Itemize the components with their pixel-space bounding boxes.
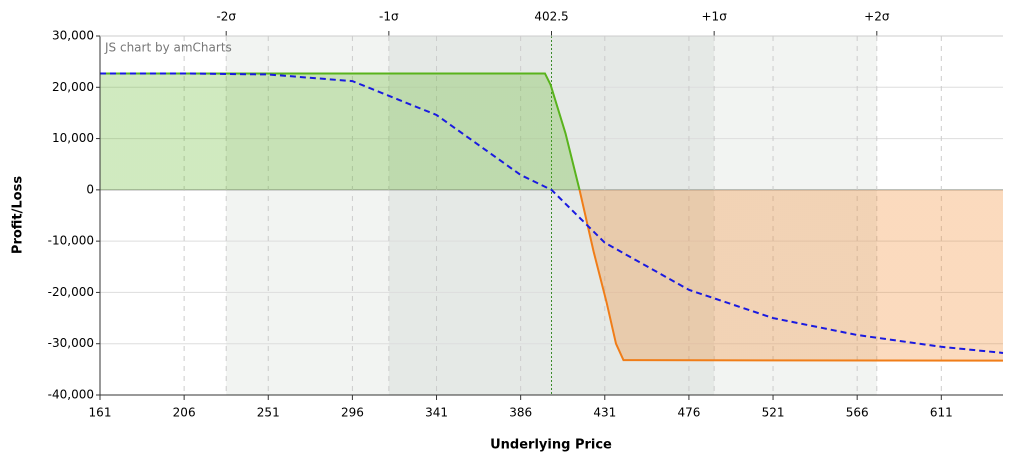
x-tick-label: 161 bbox=[89, 406, 112, 420]
x-tick-label: 206 bbox=[173, 406, 196, 420]
x-tick-label: 341 bbox=[425, 406, 448, 420]
y-axis-title: Profit/Loss bbox=[11, 176, 26, 254]
y-tick-label: 0 bbox=[86, 182, 94, 196]
x-tick-label: 566 bbox=[846, 406, 869, 420]
y-tick-label: -10,000 bbox=[48, 234, 94, 248]
x-tick-label: 521 bbox=[762, 406, 785, 420]
top-tick-label: +2σ bbox=[864, 10, 890, 24]
theoretical-line bbox=[100, 72, 1004, 354]
x-tick-label: 611 bbox=[930, 406, 953, 420]
top-tick-label: 402.5 bbox=[534, 10, 568, 24]
y-tick-label: 20,000 bbox=[52, 80, 94, 94]
pl-line bbox=[100, 72, 1004, 362]
top-tick-label: -2σ bbox=[216, 10, 236, 24]
y-tick-label: -40,000 bbox=[48, 388, 94, 402]
pl-area bbox=[100, 73, 1003, 361]
x-tick-label: 296 bbox=[341, 406, 364, 420]
top-tick-label: -1σ bbox=[379, 10, 399, 24]
top-tick-label: +1σ bbox=[702, 10, 728, 24]
y-tick-label: -20,000 bbox=[48, 285, 94, 299]
watermark: JS chart by amCharts bbox=[104, 41, 232, 55]
x-tick-label: 476 bbox=[677, 406, 700, 420]
x-tick-label: 431 bbox=[593, 406, 616, 420]
x-tick-label: 251 bbox=[257, 406, 280, 420]
x-axis-title: Underlying Price bbox=[490, 438, 612, 453]
plot bbox=[100, 72, 1004, 362]
x-tick-label: 386 bbox=[509, 406, 532, 420]
y-tick-label: 30,000 bbox=[52, 29, 94, 43]
y-tick-label: 10,000 bbox=[52, 131, 94, 145]
y-tick-label: -30,000 bbox=[48, 336, 94, 350]
